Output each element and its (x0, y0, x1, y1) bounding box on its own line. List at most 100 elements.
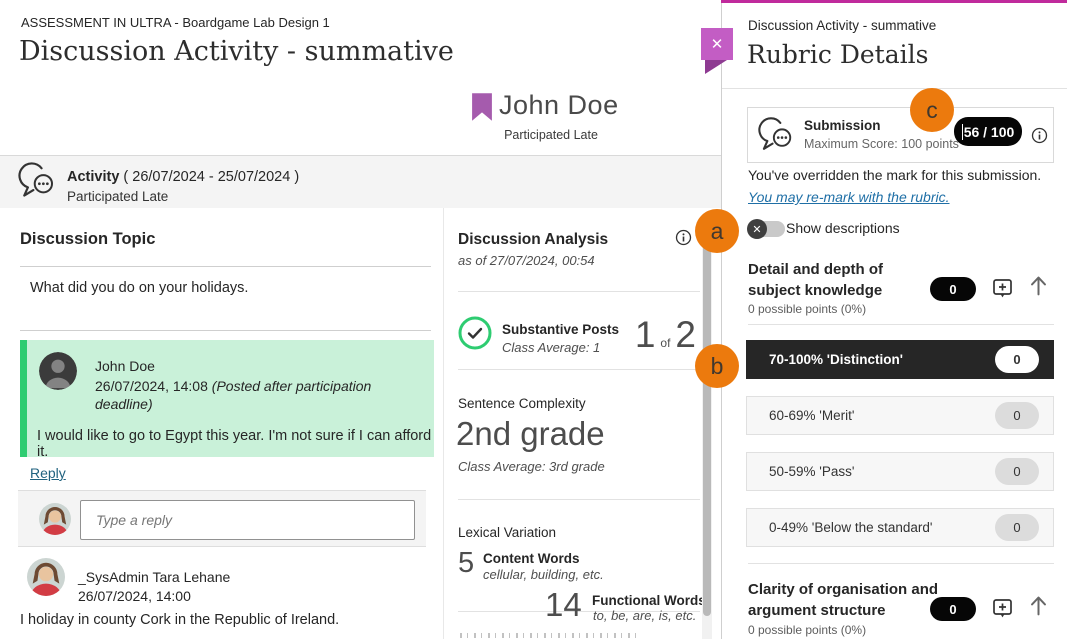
highlighted-post: John Doe 26/07/2024, 14:08 (Posted after… (20, 340, 434, 460)
level-points: 0 (1013, 352, 1021, 367)
divider (458, 369, 700, 370)
submission-label: Submission (804, 118, 881, 133)
divider (748, 324, 1054, 325)
functional-words-examples: to, be, are, is, etc. (593, 608, 697, 623)
post-author: John Doe (95, 358, 155, 374)
activity-dates: ( 26/07/2024 - 25/07/2024 ) (123, 169, 300, 185)
activity-status: Participated Late (67, 189, 169, 204)
reply-input[interactable] (80, 500, 415, 540)
score-input[interactable]: 56 / 100 (954, 117, 1022, 146)
content-words-count: 5 (458, 547, 475, 579)
info-icon[interactable] (1031, 127, 1048, 149)
avatar (39, 503, 71, 535)
divider (20, 266, 431, 267)
level-label: 60-69% 'Merit' (769, 408, 855, 423)
content-words-label: Content Words (483, 551, 580, 566)
sentence-complexity-value: 2nd grade (456, 415, 605, 452)
divider (458, 611, 700, 612)
submission-max-score: Maximum Score: 100 points (804, 137, 959, 151)
activity-strip: Activity ( 26/07/2024 - 25/07/2024 ) Par… (0, 156, 721, 208)
scrollbar-thumb[interactable] (703, 216, 711, 616)
close-button-fold (705, 60, 727, 74)
avatar[interactable] (27, 558, 65, 596)
post-late-note: (Posted after participation deadline) (95, 378, 372, 412)
substantive-posts-count: 1 of 2 (630, 314, 696, 356)
badge-letter: a (710, 217, 724, 244)
criterion-2-score-pill[interactable]: 0 (930, 597, 976, 621)
criterion-1-score: 0 (949, 281, 957, 297)
reply-link[interactable]: Reply (30, 465, 66, 481)
text-caret (961, 123, 963, 140)
divider (458, 499, 700, 500)
criterion-1-points-note: 0 possible points (0%) (748, 302, 867, 316)
student-bar: John Doe Participated Late (0, 88, 721, 155)
rubric-level-merit[interactable]: 60-69% 'Merit' 0 (746, 396, 1054, 435)
add-feedback-icon[interactable] (992, 597, 1013, 624)
column-divider (443, 208, 444, 639)
post-timestamp: 26/07/2024, 14:08 (95, 378, 208, 394)
reply-post-author: _SysAdmin Tara Lehane (78, 569, 231, 585)
analysis-as-of: as of 27/07/2024, 00:54 (458, 253, 595, 268)
annotation-badge-a: a (695, 209, 739, 253)
criterion-2-points-note: 0 possible points (0%) (748, 623, 867, 637)
level-points-pill: 0 (995, 346, 1039, 373)
rubric-level-pass[interactable]: 50-59% 'Pass' 0 (746, 452, 1054, 491)
functional-words-count: 14 (545, 586, 582, 623)
panel-context: Discussion Activity - summative (748, 18, 937, 33)
post-body: I would like to go to Egypt this year. I… (37, 428, 432, 460)
sentence-complexity-average: Class Average: 3rd grade (458, 459, 605, 474)
substantive-posts-label: Substantive Posts (502, 322, 620, 337)
posts-count-total: 2 (675, 314, 696, 355)
criterion-1-score-pill[interactable]: 0 (930, 277, 976, 301)
level-points: 0 (1013, 408, 1021, 423)
check-circle-icon (458, 316, 492, 355)
criterion-1-name: Detail and depth of subject knowledge (748, 261, 883, 299)
override-message: You've overridden the mark for this subm… (748, 167, 1042, 183)
level-label: 50-59% 'Pass' (769, 464, 855, 479)
bookmark-icon[interactable] (471, 92, 493, 127)
badge-letter: c (926, 96, 938, 123)
student-bar-divider (0, 155, 721, 156)
reply-post-timestamp: 26/07/2024, 14:00 (78, 588, 191, 604)
level-points: 0 (1013, 464, 1021, 479)
page-title: Discussion Activity - summative (19, 36, 454, 67)
remark-link[interactable]: You may re-mark with the rubric. (748, 189, 950, 205)
posts-count-of: of (660, 336, 671, 350)
close-button[interactable]: ✕ (701, 28, 733, 60)
clipped-text-artifact (460, 633, 640, 638)
analysis-title: Discussion Analysis (458, 231, 609, 248)
discussion-icon (757, 117, 795, 158)
info-icon[interactable] (675, 229, 692, 251)
student-status: Participated Late (504, 128, 598, 142)
level-label: 0-49% 'Below the standard' (769, 520, 933, 535)
rubric-level-distinction[interactable]: 70-100% 'Distinction' 0 (746, 340, 1054, 379)
reply-post-body: I holiday in county Cork in the Republic… (20, 612, 340, 628)
toggle-off-icon: ✕ (747, 219, 767, 239)
level-label: 70-100% 'Distinction' (769, 352, 903, 367)
functional-words-label: Functional Words (592, 593, 706, 608)
show-descriptions-toggle[interactable]: ✕ (747, 219, 785, 239)
divider (20, 330, 431, 331)
level-points-pill: 0 (995, 458, 1039, 485)
scrollbar-track[interactable] (702, 216, 712, 639)
reply-bar (18, 490, 426, 547)
avatar[interactable] (39, 352, 77, 390)
level-points-pill: 0 (995, 402, 1039, 429)
content-words-examples: cellular, building, etc. (483, 567, 604, 582)
post-meta: 26/07/2024, 14:08 (Posted after particip… (95, 377, 417, 413)
posts-count-value: 1 (634, 314, 656, 355)
criterion-2-score: 0 (949, 601, 957, 617)
collapse-arrow-icon[interactable] (1028, 274, 1049, 302)
divider (748, 563, 1054, 564)
rubric-level-below-standard[interactable]: 0-49% 'Below the standard' 0 (746, 508, 1054, 547)
close-icon: ✕ (710, 36, 724, 53)
collapse-arrow-icon[interactable] (1028, 594, 1049, 622)
lexical-variation-label: Lexical Variation (458, 525, 557, 540)
add-feedback-icon[interactable] (992, 277, 1013, 304)
breadcrumb[interactable]: ASSESSMENT IN ULTRA - Boardgame Lab Desi… (21, 15, 330, 30)
score-value: 56 / 100 (963, 123, 1015, 140)
show-descriptions-label: Show descriptions (786, 220, 900, 236)
level-points-pill: 0 (995, 514, 1039, 541)
student-name: John Doe (499, 90, 619, 120)
